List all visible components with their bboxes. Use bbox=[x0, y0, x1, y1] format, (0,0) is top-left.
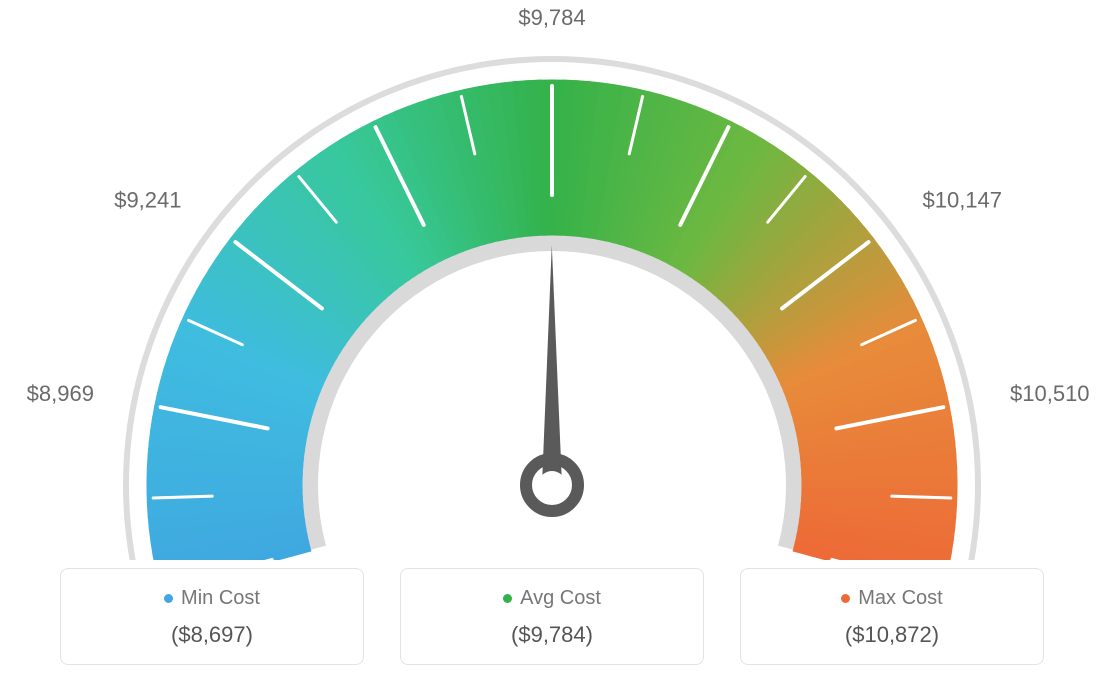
avg-cost-title: Avg Cost bbox=[520, 587, 601, 610]
min-cost-value: ($8,697) bbox=[61, 622, 363, 648]
svg-text:$10,147: $10,147 bbox=[922, 188, 1002, 213]
summary-cards: Min Cost ($8,697) Avg Cost ($9,784) Max … bbox=[60, 568, 1044, 665]
max-cost-card: Max Cost ($10,872) bbox=[740, 568, 1044, 665]
svg-text:$9,784: $9,784 bbox=[518, 5, 585, 30]
avg-dot-icon bbox=[503, 594, 512, 603]
gauge-svg: $8,697$8,969$9,241$9,784$10,147$10,510$1… bbox=[0, 0, 1104, 560]
max-cost-header: Max Cost bbox=[741, 587, 1043, 610]
avg-cost-value: ($9,784) bbox=[401, 622, 703, 648]
cost-gauge-container: $8,697$8,969$9,241$9,784$10,147$10,510$1… bbox=[0, 0, 1104, 690]
svg-text:$10,510: $10,510 bbox=[1010, 381, 1090, 406]
max-cost-title: Max Cost bbox=[858, 587, 942, 610]
svg-text:$9,241: $9,241 bbox=[114, 188, 181, 213]
svg-text:$8,969: $8,969 bbox=[27, 381, 94, 406]
min-cost-card: Min Cost ($8,697) bbox=[60, 568, 364, 665]
avg-cost-header: Avg Cost bbox=[401, 587, 703, 610]
max-dot-icon bbox=[841, 594, 850, 603]
min-cost-header: Min Cost bbox=[61, 587, 363, 610]
min-dot-icon bbox=[164, 594, 173, 603]
gauge-chart: $8,697$8,969$9,241$9,784$10,147$10,510$1… bbox=[0, 0, 1104, 560]
min-cost-title: Min Cost bbox=[181, 587, 260, 610]
avg-cost-card: Avg Cost ($9,784) bbox=[400, 568, 704, 665]
max-cost-value: ($10,872) bbox=[741, 622, 1043, 648]
